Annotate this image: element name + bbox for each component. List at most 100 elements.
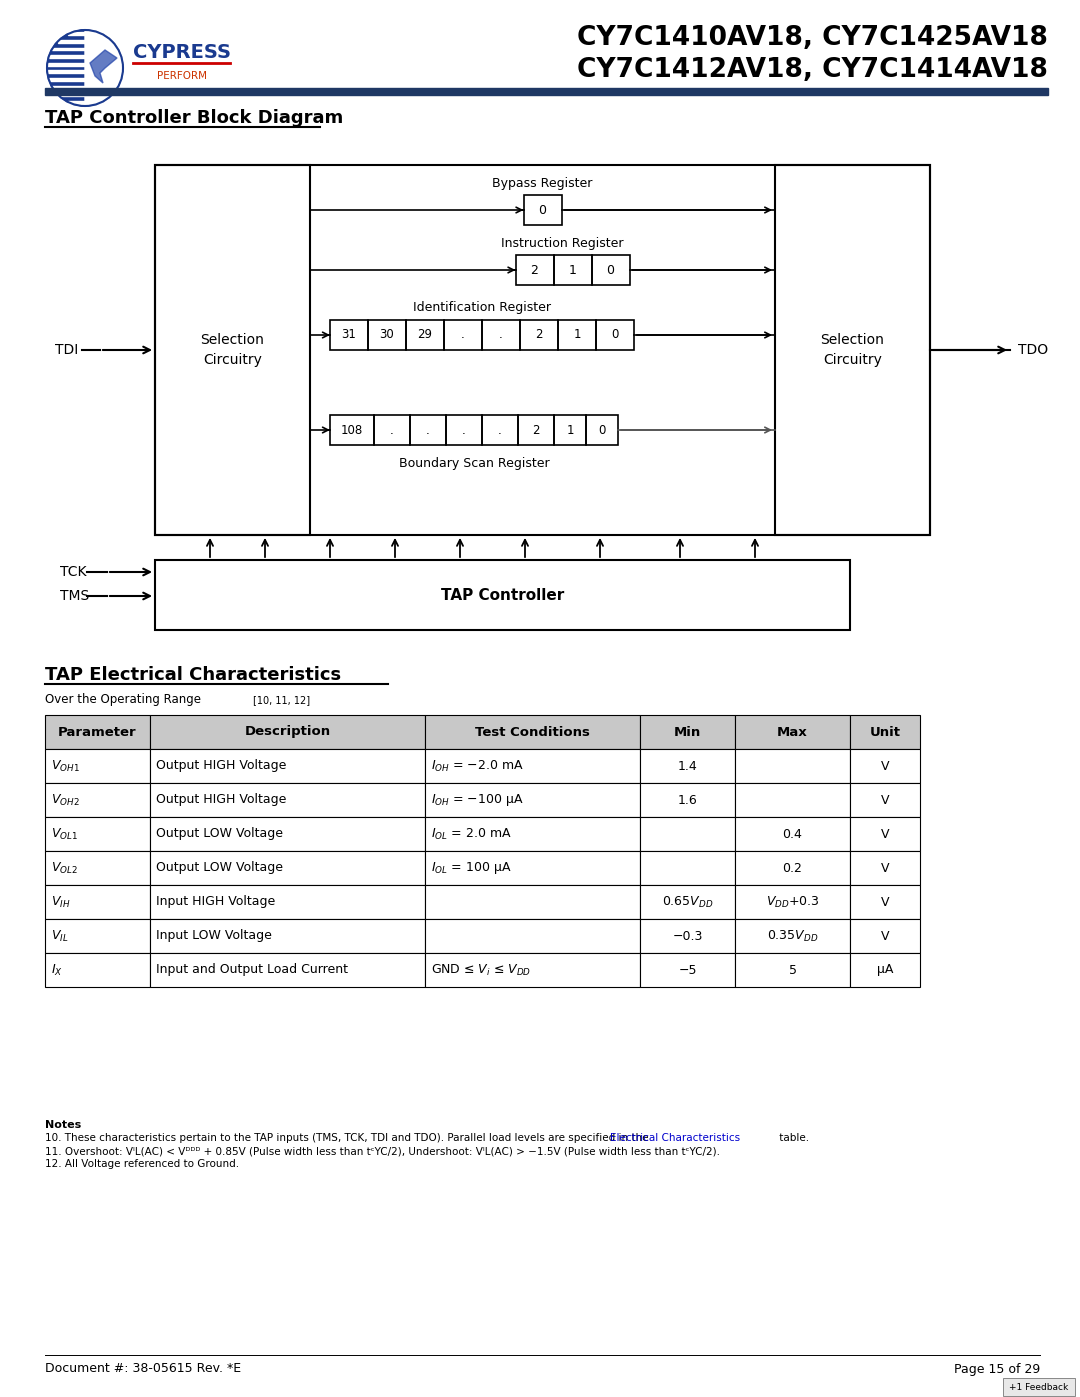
Text: $V_{IL}$: $V_{IL}$ — [51, 929, 68, 943]
Bar — [640, 749, 735, 782]
Text: CYPRESS: CYPRESS — [133, 42, 231, 61]
Bar — [592, 256, 630, 285]
Text: $V_{OH2}$: $V_{OH2}$ — [51, 792, 80, 807]
Text: Output HIGH Voltage: Output HIGH Voltage — [156, 793, 286, 806]
Bar — [45, 886, 150, 919]
Bar — [524, 196, 562, 225]
Bar — [426, 749, 640, 782]
Text: Document #: 38-05615 Rev. *E: Document #: 38-05615 Rev. *E — [45, 1362, 241, 1376]
Text: 1: 1 — [573, 328, 581, 341]
Text: 10. These characteristics pertain to the TAP inputs (TMS, TCK, TDI and TDO). Par: 10. These characteristics pertain to the… — [45, 1133, 651, 1143]
Bar — [52, 85, 118, 88]
Text: .: . — [498, 423, 502, 436]
Bar — [426, 782, 640, 817]
Bar — [775, 165, 930, 535]
Text: 30: 30 — [380, 328, 394, 341]
Text: V: V — [881, 793, 889, 806]
Bar — [640, 782, 735, 817]
Bar — [735, 715, 850, 749]
Bar — [68, 101, 102, 103]
Bar — [482, 320, 519, 351]
Text: 0.35$V_{DD}$: 0.35$V_{DD}$ — [767, 929, 819, 943]
Text: TCK: TCK — [60, 564, 86, 578]
Bar — [45, 851, 150, 886]
Bar — [850, 715, 920, 749]
Text: CY7C1412AV18, CY7C1414AV18: CY7C1412AV18, CY7C1414AV18 — [577, 57, 1048, 82]
Bar — [850, 953, 920, 988]
Text: −5: −5 — [678, 964, 697, 977]
Bar — [444, 320, 482, 351]
Bar — [150, 919, 426, 953]
Text: Over the Operating Range: Over the Operating Range — [45, 693, 205, 705]
Text: $V_{DD}$+0.3: $V_{DD}$+0.3 — [766, 894, 820, 909]
Text: Notes: Notes — [45, 1120, 81, 1130]
Text: 0.2: 0.2 — [783, 862, 802, 875]
Text: Test Conditions: Test Conditions — [475, 725, 590, 739]
Wedge shape — [85, 29, 123, 106]
Bar — [52, 47, 118, 50]
Bar — [150, 886, 426, 919]
Bar — [735, 886, 850, 919]
Bar — [48, 63, 123, 66]
Bar — [156, 165, 930, 535]
Bar — [426, 953, 640, 988]
Text: TAP Electrical Characteristics: TAP Electrical Characteristics — [45, 666, 341, 685]
Bar — [640, 715, 735, 749]
Text: .: . — [390, 423, 394, 436]
Bar — [735, 782, 850, 817]
Bar — [426, 817, 640, 851]
Text: $I_{OH}$ = −100 μA: $I_{OH}$ = −100 μA — [431, 792, 524, 807]
Bar — [515, 256, 554, 285]
Bar — [330, 415, 374, 446]
Bar — [49, 56, 121, 57]
Text: $V_{IH}$: $V_{IH}$ — [51, 894, 70, 909]
Bar — [850, 919, 920, 953]
Text: Page 15 of 29: Page 15 of 29 — [954, 1362, 1040, 1376]
Bar — [558, 320, 596, 351]
Text: GND ≤ $V_i$ ≤ $V_{DD}$: GND ≤ $V_i$ ≤ $V_{DD}$ — [431, 963, 531, 978]
Bar — [48, 70, 123, 73]
Text: Instruction Register: Instruction Register — [501, 236, 624, 250]
Bar — [374, 415, 410, 446]
Bar — [850, 851, 920, 886]
Text: 0: 0 — [598, 423, 606, 436]
Text: PERFORM: PERFORM — [157, 71, 207, 81]
Bar — [45, 817, 150, 851]
Text: −0.3: −0.3 — [673, 929, 703, 943]
Text: Parameter: Parameter — [58, 725, 137, 739]
Text: 12. All Voltage referenced to Ground.: 12. All Voltage referenced to Ground. — [45, 1160, 239, 1169]
Text: Output LOW Voltage: Output LOW Voltage — [156, 862, 283, 875]
Text: $V_{OH1}$: $V_{OH1}$ — [51, 759, 80, 774]
Text: $I_{OL}$ = 100 μA: $I_{OL}$ = 100 μA — [431, 861, 512, 876]
Bar — [426, 851, 640, 886]
Text: V: V — [881, 760, 889, 773]
Text: 31: 31 — [341, 328, 356, 341]
Bar — [45, 919, 150, 953]
Text: 2: 2 — [536, 328, 543, 341]
Bar — [156, 560, 850, 630]
Bar — [410, 415, 446, 446]
Text: TDI: TDI — [55, 344, 78, 358]
Bar — [45, 953, 150, 988]
Text: Max: Max — [778, 725, 808, 739]
Bar — [156, 165, 310, 535]
Bar — [850, 886, 920, 919]
Text: TAP Controller: TAP Controller — [441, 588, 564, 602]
Bar — [519, 320, 558, 351]
Bar — [446, 415, 482, 446]
Text: TAP Controller Block Diagram: TAP Controller Block Diagram — [45, 109, 343, 127]
Bar — [150, 749, 426, 782]
Bar — [735, 851, 850, 886]
Circle shape — [48, 29, 123, 106]
Text: Identification Register: Identification Register — [413, 302, 551, 314]
Text: 29: 29 — [418, 328, 432, 341]
Text: TMS: TMS — [60, 590, 90, 604]
Text: 0: 0 — [611, 328, 619, 341]
Bar — [150, 953, 426, 988]
Text: $V_{OL2}$: $V_{OL2}$ — [51, 861, 78, 876]
Text: .: . — [427, 423, 430, 436]
Text: Selection
Circuitry: Selection Circuitry — [201, 332, 265, 367]
Text: V: V — [881, 895, 889, 908]
Text: Selection
Circuitry: Selection Circuitry — [821, 332, 885, 367]
Bar — [49, 78, 121, 81]
